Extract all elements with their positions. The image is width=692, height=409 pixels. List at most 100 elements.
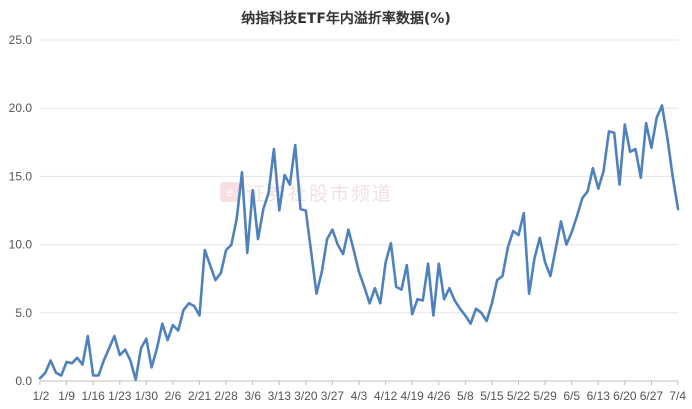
data-point xyxy=(571,231,573,233)
data-point xyxy=(135,378,137,380)
data-point xyxy=(204,249,206,251)
data-point xyxy=(278,209,280,211)
data-point xyxy=(432,314,434,316)
data-point xyxy=(613,132,615,134)
data-point xyxy=(411,313,413,315)
x-tick-label: 4/26 xyxy=(427,389,451,403)
data-point xyxy=(145,338,147,340)
x-tick-label: 5/29 xyxy=(533,389,557,403)
data-point xyxy=(677,208,679,210)
data-point xyxy=(629,151,631,153)
data-point xyxy=(384,261,386,263)
data-point xyxy=(156,347,158,349)
x-tick-label: 1/23 xyxy=(108,389,132,403)
data-point xyxy=(326,238,328,240)
data-point xyxy=(44,372,46,374)
data-point xyxy=(416,298,418,300)
data-point xyxy=(464,314,466,316)
data-point xyxy=(305,209,307,211)
data-point xyxy=(672,175,674,177)
data-point xyxy=(209,264,211,266)
data-point xyxy=(512,230,514,232)
data-point xyxy=(454,299,456,301)
data-point xyxy=(618,183,620,185)
data-point xyxy=(560,220,562,222)
data-point xyxy=(257,238,259,240)
data-point xyxy=(448,287,450,289)
x-tick-labels: 1/2 1/9 1/16 1/23 1/30 2/6 2/21 2/28 3/6 3/13 3/20… xyxy=(33,389,687,403)
data-point xyxy=(198,314,200,316)
data-point xyxy=(92,374,94,376)
data-point xyxy=(427,263,429,265)
x-tick-label: 6/27 xyxy=(640,389,664,403)
data-point xyxy=(656,117,658,119)
data-point xyxy=(182,309,184,311)
x-tick-label: 5/15 xyxy=(480,389,504,403)
x-tick-label: 1/16 xyxy=(81,389,105,403)
x-tick-label: 1/9 xyxy=(58,389,75,403)
data-point xyxy=(246,252,248,254)
data-point xyxy=(161,323,163,325)
data-point xyxy=(443,298,445,300)
data-point xyxy=(81,363,83,365)
data-point xyxy=(475,308,477,310)
data-point xyxy=(310,250,312,252)
x-tick-label: 4/3 xyxy=(351,389,368,403)
data-point xyxy=(363,286,365,288)
data-point xyxy=(267,192,269,194)
x-tick-label: 3/6 xyxy=(244,389,261,403)
x-tick-label: 3/20 xyxy=(294,389,318,403)
series-layer xyxy=(38,104,680,381)
data-point xyxy=(390,242,392,244)
x-tick-label: 7/4 xyxy=(669,389,686,403)
data-point xyxy=(294,144,296,146)
data-point xyxy=(289,183,291,185)
data-point xyxy=(576,215,578,217)
data-point xyxy=(225,249,227,251)
data-point xyxy=(252,189,254,191)
x-tick-label: 1/30 xyxy=(135,389,159,403)
x-tick-label: 6/20 xyxy=(613,389,637,403)
x-tick-label: 2/28 xyxy=(214,389,238,403)
data-point xyxy=(166,339,168,341)
data-point xyxy=(262,208,264,210)
y-tick-labels: 0.0 5.0 10.0 15.0 20.0 25.0 xyxy=(9,33,33,388)
data-point xyxy=(496,279,498,281)
data-point xyxy=(544,261,546,263)
data-point xyxy=(517,234,519,236)
data-point xyxy=(55,372,57,374)
data-point xyxy=(188,302,190,304)
data-point xyxy=(645,122,647,124)
data-point xyxy=(602,170,604,172)
data-point xyxy=(507,246,509,248)
data-point xyxy=(581,197,583,199)
data-point xyxy=(177,329,179,331)
data-point xyxy=(119,354,121,356)
data-point xyxy=(230,243,232,245)
data-point xyxy=(480,312,482,314)
data-point xyxy=(661,104,663,106)
data-point xyxy=(523,212,525,214)
data-point xyxy=(666,137,668,139)
y-tick-label: 20.0 xyxy=(9,101,33,115)
data-point xyxy=(299,208,301,210)
data-point xyxy=(586,190,588,192)
data-point xyxy=(608,130,610,132)
axes xyxy=(39,380,679,385)
data-point xyxy=(624,123,626,125)
x-tick-label: 6/13 xyxy=(587,389,611,403)
data-point xyxy=(592,167,594,169)
data-point xyxy=(438,263,440,265)
data-point xyxy=(220,272,222,274)
data-point xyxy=(400,288,402,290)
data-point xyxy=(539,237,541,239)
x-tick-label: 3/27 xyxy=(321,389,345,403)
data-point xyxy=(331,228,333,230)
x-tick-label: 4/19 xyxy=(400,389,424,403)
data-point xyxy=(358,271,360,273)
data-point xyxy=(379,302,381,304)
data-point xyxy=(565,243,567,245)
data-point xyxy=(97,374,99,376)
series-line xyxy=(38,104,680,381)
data-point xyxy=(140,347,142,349)
